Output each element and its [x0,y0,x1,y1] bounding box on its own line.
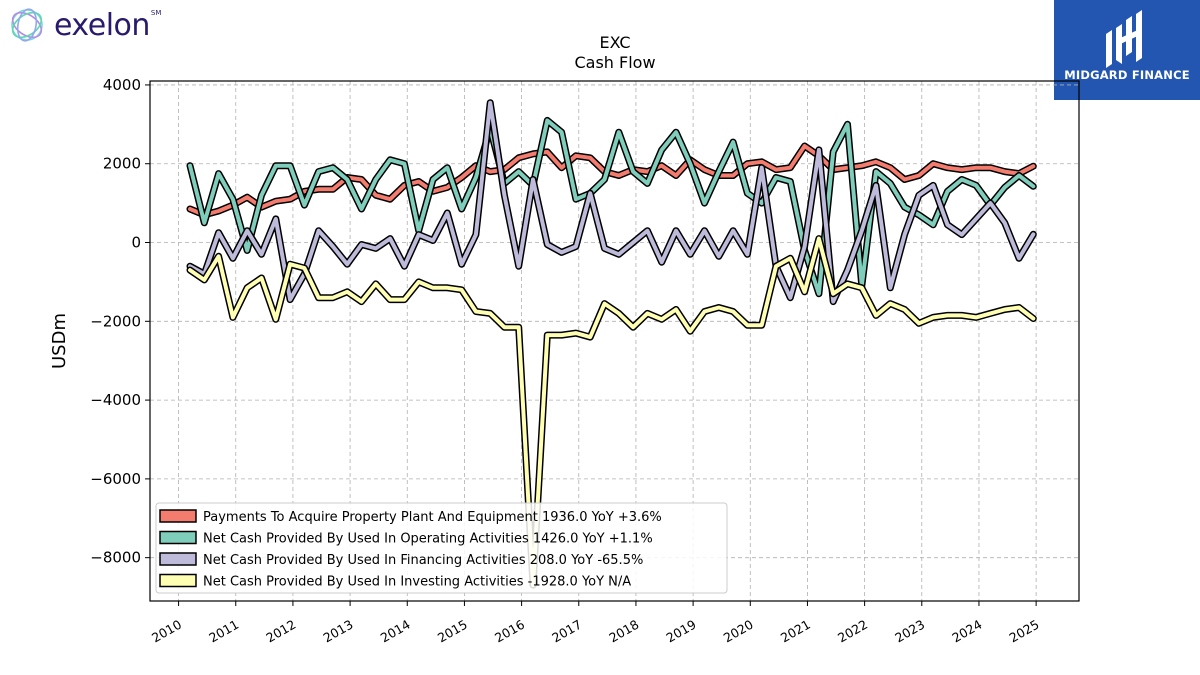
y-tick-label: −8000 [90,549,141,567]
legend-box [155,502,728,594]
x-axis: 2010 2011 2012 2013 2014 2015 2016 2017 2018 2019… [149,601,1042,646]
y-tick-label: −6000 [90,470,141,488]
x-tick-label: 2017 [549,617,584,646]
exelon-swirl-icon [11,8,43,42]
x-tick-label: 2024 [949,617,984,646]
x-tick-label: 2018 [606,617,641,646]
company-logo: exelon SM [6,4,161,46]
y-tick-label: 4000 [103,76,141,94]
chart-title: EXC [599,33,630,52]
publisher-name: MIDGARD FINANCE [1064,68,1190,82]
x-tick-label: 2022 [835,617,870,646]
x-tick-label: 2025 [1007,617,1042,646]
series-4-line [186,235,1037,589]
midgard-logo-icon [1106,10,1142,68]
x-tick-label: 2019 [664,617,699,646]
x-tick-label: 2021 [778,617,813,646]
publisher-badge: MIDGARD FINANCE [1054,0,1200,100]
y-tick-label: −4000 [90,391,141,409]
x-tick-label: 2016 [492,617,527,646]
series-line [188,118,1036,296]
legend-label: Net Cash Provided By Used In Financing A… [203,553,643,568]
y-axis-label: USDm [49,313,70,369]
y-tick-label: −2000 [90,312,141,330]
series-3-line [186,99,1037,306]
y-axis: 4000 2000 0 −2000 −4000 −6000 −8000 [90,76,150,567]
legend-swatch [159,509,197,523]
legend-label: Payments To Acquire Property Plant And E… [203,510,662,525]
x-tick-label: 2020 [721,617,756,646]
service-mark: SM [150,9,162,17]
series-line [188,236,1036,588]
legend-swatch [159,552,197,566]
series-line-outline [186,99,1037,306]
legend: Payments To Acquire Property Plant And E… [155,502,728,594]
legend-swatch [159,573,197,588]
legend-swatch [159,530,197,545]
x-tick-label: 2011 [206,617,241,646]
y-tick-label: 2000 [103,155,141,173]
x-tick-label: 2023 [892,617,927,646]
series-line [188,144,1036,217]
company-logo-text: exelon [54,7,150,43]
x-tick-label: 2013 [321,617,356,646]
x-tick-label: 2015 [435,617,470,646]
series-line [188,100,1036,304]
chart-subtitle: Cash Flow [574,53,655,72]
series-1-line [186,142,1037,219]
legend-label: Net Cash Provided By Used In Investing A… [203,575,631,590]
plot-frame [149,80,1080,602]
x-tick-label: 2014 [378,617,413,646]
y-tick-label: 0 [131,234,141,252]
x-tick-label: 2012 [263,617,298,646]
x-tick-label: 2010 [149,617,184,646]
legend-label: Net Cash Provided By Used In Operating A… [203,532,653,547]
series-2-line [186,116,1037,298]
series-layer [186,99,1037,589]
